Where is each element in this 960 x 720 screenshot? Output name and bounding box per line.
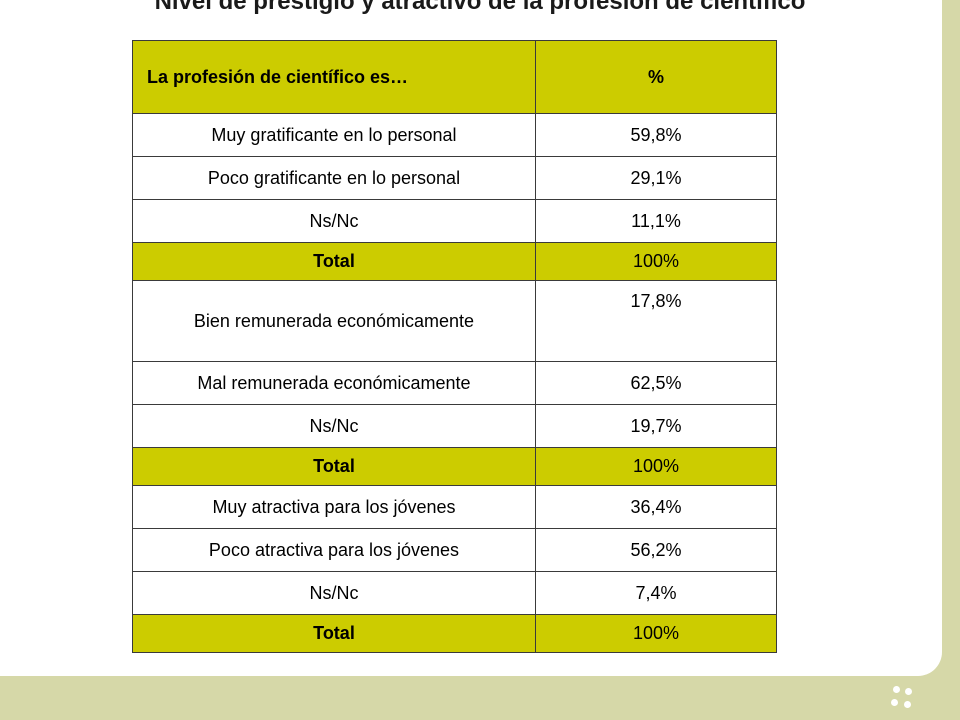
table-row: Ns/Nc 11,1% bbox=[132, 199, 777, 243]
table-row: Bien remunerada económicamente 17,8% bbox=[132, 280, 777, 362]
row-label: Ns/Nc bbox=[132, 404, 536, 448]
row-label: Mal remunerada económicamente bbox=[132, 361, 536, 405]
total-label: Total bbox=[132, 447, 536, 486]
row-value: 11,1% bbox=[535, 199, 777, 243]
row-label: Poco atractiva para los jóvenes bbox=[132, 528, 536, 572]
row-value: 29,1% bbox=[535, 156, 777, 200]
slide-area: Nivel de prestigio y atractivo de la pro… bbox=[0, 0, 942, 676]
table-row: Muy atractiva para los jóvenes 36,4% bbox=[132, 485, 777, 529]
page-title: Nivel de prestigio y atractivo de la pro… bbox=[154, 0, 806, 15]
dots-icon bbox=[890, 684, 918, 712]
table-row: Ns/Nc 7,4% bbox=[132, 571, 777, 615]
row-label: Bien remunerada económicamente bbox=[132, 280, 536, 362]
total-label: Total bbox=[132, 242, 536, 281]
table-row: Poco gratificante en lo personal 29,1% bbox=[132, 156, 777, 200]
table-row: Muy gratificante en lo personal 59,8% bbox=[132, 113, 777, 157]
row-label: Ns/Nc bbox=[132, 571, 536, 615]
total-row: Total 100% bbox=[132, 447, 777, 486]
row-value: 19,7% bbox=[535, 404, 777, 448]
row-value: 62,5% bbox=[535, 361, 777, 405]
total-row: Total 100% bbox=[132, 242, 777, 281]
total-value: 100% bbox=[535, 614, 777, 653]
results-table: La profesión de científico es… % Muy gra… bbox=[132, 40, 777, 653]
row-value: 59,8% bbox=[535, 113, 777, 157]
total-label: Total bbox=[132, 614, 536, 653]
column-header-label: La profesión de científico es… bbox=[132, 40, 536, 114]
row-label: Ns/Nc bbox=[132, 199, 536, 243]
table-row: Mal remunerada económicamente 62,5% bbox=[132, 361, 777, 405]
row-value: 7,4% bbox=[535, 571, 777, 615]
table-row: Ns/Nc 19,7% bbox=[132, 404, 777, 448]
row-value: 56,2% bbox=[535, 528, 777, 572]
row-label: Poco gratificante en lo personal bbox=[132, 156, 536, 200]
row-value: 17,8% bbox=[535, 280, 777, 362]
column-header-percent: % bbox=[535, 40, 777, 114]
row-value: 36,4% bbox=[535, 485, 777, 529]
total-value: 100% bbox=[535, 242, 777, 281]
total-value: 100% bbox=[535, 447, 777, 486]
table-header-row: La profesión de científico es… % bbox=[132, 40, 777, 114]
row-label: Muy atractiva para los jóvenes bbox=[132, 485, 536, 529]
table-row: Poco atractiva para los jóvenes 56,2% bbox=[132, 528, 777, 572]
total-row: Total 100% bbox=[132, 614, 777, 653]
row-label: Muy gratificante en lo personal bbox=[132, 113, 536, 157]
